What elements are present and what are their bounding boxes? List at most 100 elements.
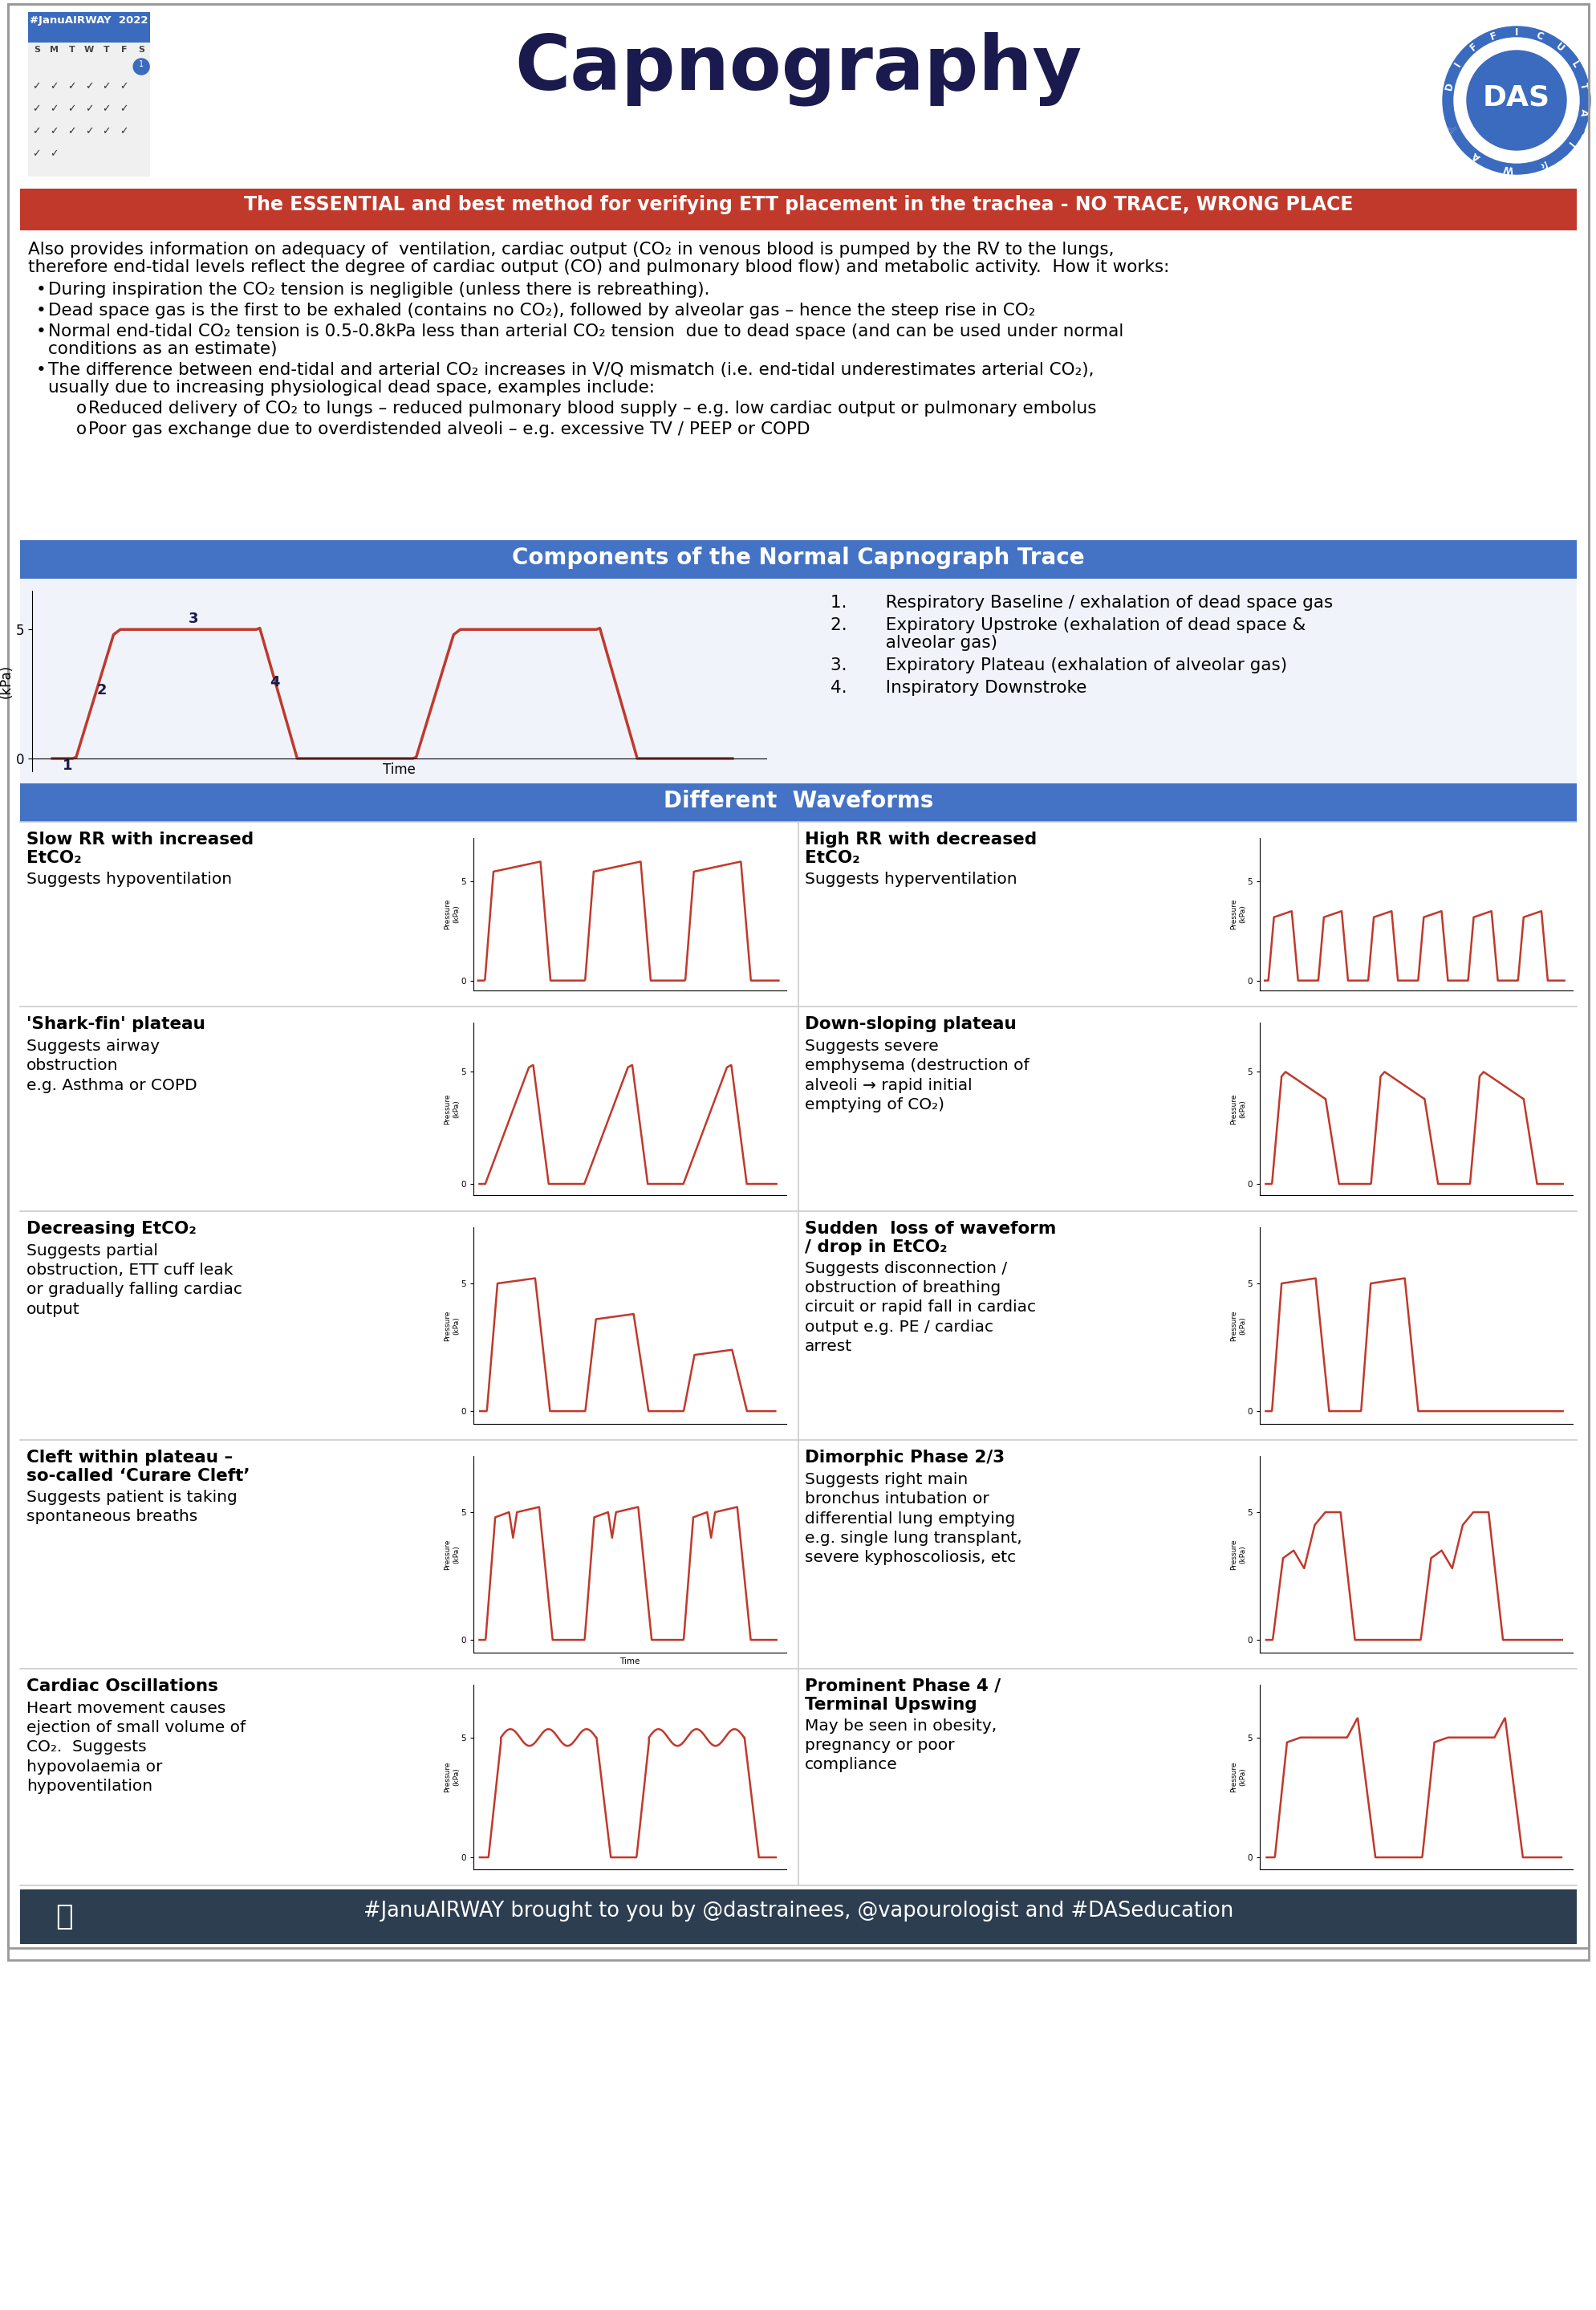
Text: ✓: ✓ <box>32 81 41 92</box>
Text: ✓: ✓ <box>49 104 59 113</box>
Text: M: M <box>49 46 59 53</box>
Text: 4: 4 <box>270 675 279 688</box>
Text: o: o <box>77 420 86 437</box>
Text: ✓: ✓ <box>32 148 41 159</box>
FancyBboxPatch shape <box>29 12 150 42</box>
Text: I: I <box>1452 60 1464 69</box>
Text: A: A <box>1470 150 1481 162</box>
Text: Suggests partial
obstruction, ETT cuff leak
or gradually falling cardiac
output: Suggests partial obstruction, ETT cuff l… <box>27 1243 243 1317</box>
Text: •: • <box>37 323 46 340</box>
Text: The difference between end-tidal and arterial CO₂ increases in V/Q mismatch (i.e: The difference between end-tidal and art… <box>48 363 1093 379</box>
Text: T: T <box>1464 143 1475 157</box>
Text: Suggests hyperventilation: Suggests hyperventilation <box>804 871 1017 887</box>
Circle shape <box>1467 51 1566 150</box>
Y-axis label: Pressure
(kPa): Pressure (kPa) <box>1231 1538 1245 1571</box>
Text: Suggests airway
obstruction
e.g. Asthma or COPD: Suggests airway obstruction e.g. Asthma … <box>27 1040 196 1093</box>
Text: C: C <box>1534 30 1543 42</box>
Y-axis label: Pressure
(kPa): Pressure (kPa) <box>1231 1310 1245 1342</box>
Text: Reduced delivery of CO₂ to lungs – reduced pulmonary blood supply – e.g. low car: Reduced delivery of CO₂ to lungs – reduc… <box>88 400 1096 416</box>
Y-axis label: Pressure
(kPa): Pressure (kPa) <box>1231 1093 1245 1125</box>
Text: Suggests right main
bronchus intubation or
differential lung emptying
e.g. singl: Suggests right main bronchus intubation … <box>804 1471 1021 1566</box>
Text: therefore end-tidal levels reflect the degree of cardiac output (CO) and pulmona: therefore end-tidal levels reflect the d… <box>29 259 1168 275</box>
Text: Components of the Normal Capnograph Trace: Components of the Normal Capnograph Trac… <box>512 547 1084 568</box>
Text: •: • <box>37 303 46 319</box>
Circle shape <box>132 58 150 74</box>
Text: U: U <box>1553 42 1566 53</box>
Text: •: • <box>37 282 46 298</box>
Text: The ESSENTIAL and best method for verifying ETT placement in the trachea - NO TR: The ESSENTIAL and best method for verify… <box>244 194 1352 215</box>
Text: Suggests severe
emphysema (destruction of
alveoli → rapid initial
emptying of CO: Suggests severe emphysema (destruction o… <box>804 1040 1029 1111</box>
Text: ✓: ✓ <box>120 81 128 92</box>
Text: 4.       Inspiratory Downstroke: 4. Inspiratory Downstroke <box>830 679 1085 695</box>
Text: Cardiac Oscillations: Cardiac Oscillations <box>27 1679 219 1693</box>
Text: 1.       Respiratory Baseline / exhalation of dead space gas: 1. Respiratory Baseline / exhalation of … <box>830 594 1333 610</box>
Text: usually due to increasing physiological dead space, examples include:: usually due to increasing physiological … <box>48 379 654 395</box>
Text: High RR with decreased
EtCO₂: High RR with decreased EtCO₂ <box>804 832 1036 866</box>
Text: T: T <box>69 46 75 53</box>
Text: I: I <box>1515 164 1518 173</box>
Text: ✓: ✓ <box>85 127 93 136</box>
Text: W: W <box>1502 162 1513 173</box>
Text: ✓: ✓ <box>67 104 77 113</box>
Text: Decreasing EtCO₂: Decreasing EtCO₂ <box>27 1220 196 1236</box>
Text: •: • <box>37 363 46 379</box>
Text: Dimorphic Phase 2/3: Dimorphic Phase 2/3 <box>804 1451 1004 1465</box>
Text: T: T <box>104 46 110 53</box>
Text: ✓: ✓ <box>32 127 41 136</box>
Text: During inspiration the CO₂ tension is negligible (unless there is rebreathing).: During inspiration the CO₂ tension is ne… <box>48 282 709 298</box>
Text: S: S <box>1572 125 1583 134</box>
Text: L: L <box>1567 60 1580 69</box>
Text: ✓: ✓ <box>49 81 59 92</box>
Text: Suggests patient is taking
spontaneous breaths: Suggests patient is taking spontaneous b… <box>27 1490 238 1525</box>
FancyBboxPatch shape <box>21 541 1575 580</box>
Text: Cleft within plateau –
so-called ‘Curare Cleft’: Cleft within plateau – so-called ‘Curare… <box>27 1451 251 1485</box>
Text: Normal end-tidal CO₂ tension is 0.5-0.8kPa less than arterial CO₂ tension  due t: Normal end-tidal CO₂ tension is 0.5-0.8k… <box>48 323 1124 340</box>
Text: C: C <box>1535 157 1547 171</box>
Text: Sudden  loss of waveform
/ drop in EtCO₂: Sudden loss of waveform / drop in EtCO₂ <box>804 1220 1055 1257</box>
Text: Prominent Phase 4 /
Terminal Upswing: Prominent Phase 4 / Terminal Upswing <box>804 1679 1001 1714</box>
Text: 3: 3 <box>188 612 198 626</box>
Text: Suggests disconnection /
obstruction of breathing
circuit or rapid fall in cardi: Suggests disconnection / obstruction of … <box>804 1261 1036 1354</box>
Y-axis label: Pressure
(kPa): Pressure (kPa) <box>444 899 460 929</box>
Text: Poor gas exchange due to overdistended alveoli – e.g. excessive TV / PEEP or COP: Poor gas exchange due to overdistended a… <box>88 420 809 437</box>
Text: ✓: ✓ <box>85 81 93 92</box>
Text: o: o <box>77 400 86 416</box>
Text: Different  Waveforms: Different Waveforms <box>662 790 934 813</box>
Text: Also provides information on adequacy of  ventilation, cardiac output (CO₂ in ve: Also provides information on adequacy of… <box>29 243 1114 259</box>
Text: D: D <box>1443 81 1456 90</box>
FancyBboxPatch shape <box>29 42 150 176</box>
Text: Down-sloping plateau: Down-sloping plateau <box>804 1016 1017 1033</box>
Text: 2.       Expiratory Upstroke (exhalation of dead space &: 2. Expiratory Upstroke (exhalation of de… <box>830 617 1306 633</box>
Text: E: E <box>1486 157 1495 169</box>
Text: ✓: ✓ <box>67 81 77 92</box>
Text: W: W <box>85 46 94 53</box>
Text: conditions as an estimate): conditions as an estimate) <box>48 342 278 358</box>
Y-axis label: Pressure
(kPa): Pressure (kPa) <box>444 1763 460 1793</box>
Text: ✓: ✓ <box>85 104 93 113</box>
Y-axis label: Pressure
(kPa): Pressure (kPa) <box>0 651 13 709</box>
X-axis label: Time: Time <box>619 1656 640 1666</box>
Text: T: T <box>1577 81 1588 90</box>
Text: alveolar gas): alveolar gas) <box>830 635 998 651</box>
Y-axis label: Pressure
(kPa): Pressure (kPa) <box>444 1093 460 1125</box>
X-axis label: Time: Time <box>383 762 415 778</box>
Text: A: A <box>1577 109 1588 118</box>
FancyBboxPatch shape <box>21 580 1575 783</box>
Text: 2: 2 <box>96 684 107 698</box>
Text: #JanuAIRWAY  2022: #JanuAIRWAY 2022 <box>30 16 148 25</box>
Text: ✓: ✓ <box>102 127 110 136</box>
Text: ✓: ✓ <box>49 127 59 136</box>
Text: ✓: ✓ <box>102 104 110 113</box>
Circle shape <box>1454 37 1578 164</box>
Text: Dead space gas is the first to be exhaled (contains no CO₂), followed by alveola: Dead space gas is the first to be exhale… <box>48 303 1034 319</box>
Text: ✓: ✓ <box>49 148 59 159</box>
Y-axis label: Pressure
(kPa): Pressure (kPa) <box>444 1538 460 1571</box>
Text: #JanuAIRWAY brought to you by @dastrainees, @vapourologist and #DASeducation: #JanuAIRWAY brought to you by @dastraine… <box>364 1901 1232 1922</box>
Text: May be seen in obesity,
pregnancy or poor
compliance: May be seen in obesity, pregnancy or poo… <box>804 1719 996 1772</box>
Text: ✓: ✓ <box>32 104 41 113</box>
Text: ✓: ✓ <box>67 127 77 136</box>
Text: ✓: ✓ <box>120 104 128 113</box>
FancyBboxPatch shape <box>21 1890 1575 1945</box>
Text: 1: 1 <box>62 758 72 774</box>
Y-axis label: Pressure
(kPa): Pressure (kPa) <box>1231 899 1245 929</box>
